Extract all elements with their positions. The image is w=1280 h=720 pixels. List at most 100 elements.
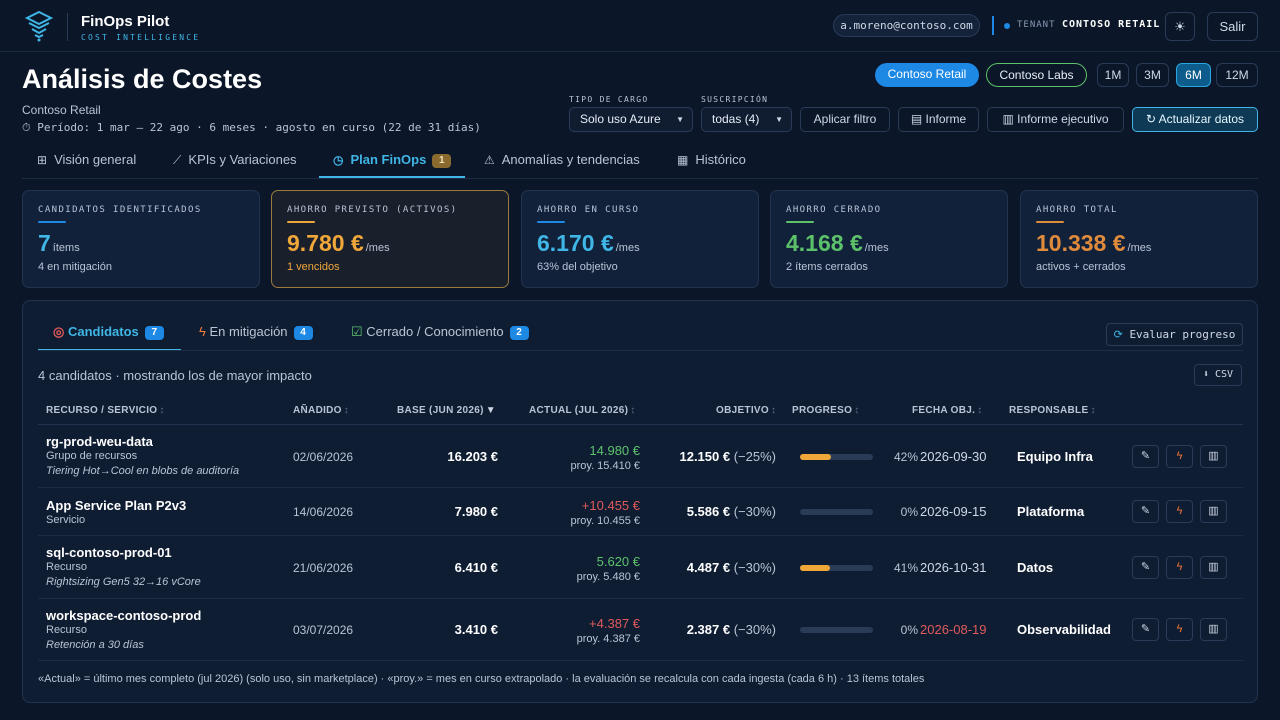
edit-button[interactable]: ✎ xyxy=(1132,556,1159,579)
resource-name[interactable]: sql-contoso-prod-01 xyxy=(46,545,172,560)
target-cost: 2.387 € (−30%) xyxy=(638,622,776,637)
edit-button[interactable]: ✎ xyxy=(1132,618,1159,641)
refresh-icon: ↻ xyxy=(1146,112,1159,126)
evaluate-progress-button[interactable]: ⟳ Evaluar progreso xyxy=(1106,323,1243,346)
tenant-name: CONTOSO RETAIL xyxy=(1062,19,1160,30)
subtab-mitigation[interactable]: ϟ En mitigación 4 xyxy=(199,324,313,351)
column-header-owner[interactable]: RESPONSABLE ↕ xyxy=(1009,405,1096,416)
bolt-icon: ϟ xyxy=(1177,623,1183,635)
resource-name[interactable]: workspace-contoso-prod xyxy=(46,608,201,623)
table-row[interactable]: sql-contoso-prod-01 Recurso Rightsizing Ge… xyxy=(38,536,1243,599)
owner: Equipo Infra xyxy=(1017,449,1093,464)
candidates-panel: ◎ Candidatos 7 ϟ En mitigación 4 ☑ Cerrado… xyxy=(22,300,1258,703)
progress-bar xyxy=(800,509,873,515)
actual-cost: 5.620 € xyxy=(508,554,640,569)
delete-button[interactable]: ▥ xyxy=(1200,556,1227,579)
tab-history[interactable]: ▦ Histórico xyxy=(677,142,746,178)
kpi-card-total-savings: AHORRO TOTAL 10.338 €/mes activos + cerr… xyxy=(1020,190,1258,288)
kpi-card-candidates: CANDIDATOS IDENTIFICADOS 7 ítems 4 en mit… xyxy=(22,190,260,288)
report-icon: ▤ xyxy=(911,112,926,126)
candidates-count-text: 4 candidatos · mostrando los de mayor im… xyxy=(38,368,312,383)
tab-finops-plan[interactable]: ◷ Plan FinOps 1 xyxy=(319,142,465,178)
tab-anomalies[interactable]: ⚠ Anomalías y tendencias xyxy=(484,142,640,178)
apply-filter-button[interactable]: Aplicar filtro xyxy=(800,107,890,132)
range-1m-button[interactable]: 1M xyxy=(1097,63,1129,87)
charge-type-value: Solo uso Azure xyxy=(580,112,661,126)
target-date: 2026-09-30 xyxy=(920,449,987,464)
exec-report-button[interactable]: ▥ Informe ejecutivo xyxy=(987,107,1124,132)
kpi-accent-line xyxy=(786,221,814,223)
progress-bar xyxy=(800,454,873,460)
column-header-actual[interactable]: ACTUAL (JUL 2026) ↕ xyxy=(529,405,636,416)
progress-bar xyxy=(800,627,873,633)
brand-subtitle: COST INTELLIGENCE xyxy=(81,33,200,42)
chevron-down-icon: ▼ xyxy=(775,108,783,131)
mitigate-button[interactable]: ϟ xyxy=(1166,556,1193,579)
column-header-target[interactable]: OBJETIVO ↕ xyxy=(716,405,776,416)
range-6m-button[interactable]: 6M xyxy=(1176,63,1211,87)
progress-bar xyxy=(800,565,873,571)
logout-button[interactable]: Salir xyxy=(1207,12,1258,41)
resource-note: Rightsizing Gen5 32→16 vCore xyxy=(46,576,201,588)
table-row[interactable]: workspace-contoso-prod Recurso Retención a… xyxy=(38,599,1243,661)
csv-export-button[interactable]: ⬇ CSV xyxy=(1194,364,1242,386)
mitigate-button[interactable]: ϟ xyxy=(1166,500,1193,523)
check-icon: ☑ xyxy=(351,324,366,339)
tab-label: KPIs y Variaciones xyxy=(188,152,296,167)
user-email-pill[interactable]: a.moreno@contoso.com xyxy=(833,14,980,37)
table-row[interactable]: App Service Plan P2v3 Servicio 14/06/2026 7… xyxy=(38,488,1243,536)
column-header-target-date[interactable]: FECHA OBJ. ↕ xyxy=(912,405,983,416)
tab-kpis[interactable]: ⟋ KPIs y Variaciones xyxy=(173,142,297,178)
resource-type: Grupo de recursos xyxy=(46,450,137,462)
delete-button[interactable]: ▥ xyxy=(1200,618,1227,641)
edit-button[interactable]: ✎ xyxy=(1132,445,1159,468)
delete-button[interactable]: ▥ xyxy=(1200,445,1227,468)
delete-button[interactable]: ▥ xyxy=(1200,500,1227,523)
column-header-added[interactable]: AÑADIDO ↕ xyxy=(293,405,349,416)
table-row[interactable]: rg-prod-weu-data Grupo de recursos Tiering… xyxy=(38,425,1243,488)
charge-type-select[interactable]: Solo uso Azure ▼ xyxy=(569,107,693,132)
tenant-chip-contoso-retail[interactable]: Contoso Retail xyxy=(875,63,979,87)
kpi-accent-line xyxy=(287,221,315,223)
top-bar: FinOps Pilot COST INTELLIGENCE a.moreno@… xyxy=(0,0,1280,52)
kpi-subtext: 1 vencidos xyxy=(287,261,340,273)
kpi-value: 9.780 €/mes xyxy=(287,230,390,257)
subtab-closed[interactable]: ☑ Cerrado / Conocimiento 2 xyxy=(351,324,529,351)
subtab-candidates[interactable]: ◎ Candidatos 7 xyxy=(38,324,181,351)
subtabs-divider xyxy=(38,350,1243,351)
tab-label: Visión general xyxy=(54,152,136,167)
subscription-select[interactable]: todas (4) ▼ xyxy=(701,107,792,132)
added-date: 02/06/2026 xyxy=(293,450,353,464)
resource-name[interactable]: rg-prod-weu-data xyxy=(46,434,153,449)
owner: Plataforma xyxy=(1017,504,1084,519)
projected-cost: proy. 10.455 € xyxy=(508,515,640,527)
edit-button[interactable]: ✎ xyxy=(1132,500,1159,523)
tenant-chip-contoso-labs[interactable]: Contoso Labs xyxy=(986,63,1087,87)
warning-icon: ⚠ xyxy=(484,153,495,167)
kpi-label: CANDIDATOS IDENTIFICADOS xyxy=(38,205,202,215)
column-header-resource[interactable]: RECURSO / SERVICIO ↕ xyxy=(46,405,165,416)
bolt-icon: ϟ xyxy=(1177,561,1183,573)
range-3m-button[interactable]: 3M xyxy=(1136,63,1169,87)
mitigate-button[interactable]: ϟ xyxy=(1166,618,1193,641)
kpi-label: AHORRO PREVISTO (ACTIVOS) xyxy=(287,205,457,215)
mitigate-button[interactable]: ϟ xyxy=(1166,445,1193,468)
theme-toggle-button[interactable]: ☀ xyxy=(1165,12,1195,41)
tenant-status-dot xyxy=(1004,23,1010,29)
projected-cost: proy. 5.480 € xyxy=(508,571,640,583)
resource-name[interactable]: App Service Plan P2v3 xyxy=(46,498,186,513)
column-header-progress[interactable]: PROGRESO ↕ xyxy=(792,405,860,416)
owner: Datos xyxy=(1017,560,1053,575)
resource-type: Servicio xyxy=(46,514,85,526)
report-button[interactable]: ▤ Informe xyxy=(898,107,979,132)
actual-cost: 14.980 € xyxy=(508,443,640,458)
range-12m-button[interactable]: 12M xyxy=(1216,63,1258,87)
refresh-data-button[interactable]: ↻ Actualizar datos xyxy=(1132,107,1258,132)
tab-overview[interactable]: ⊞ Visión general xyxy=(37,142,136,178)
column-header-base[interactable]: BASE (JUN 2026) ▼ xyxy=(397,405,496,416)
resource-type: Recurso xyxy=(46,624,87,636)
actual-cost: +10.455 € xyxy=(508,498,640,513)
grid-icon: ⊞ xyxy=(37,153,47,167)
kpi-value: 10.338 €/mes xyxy=(1036,230,1151,257)
refresh-label: Actualizar datos xyxy=(1159,112,1244,126)
